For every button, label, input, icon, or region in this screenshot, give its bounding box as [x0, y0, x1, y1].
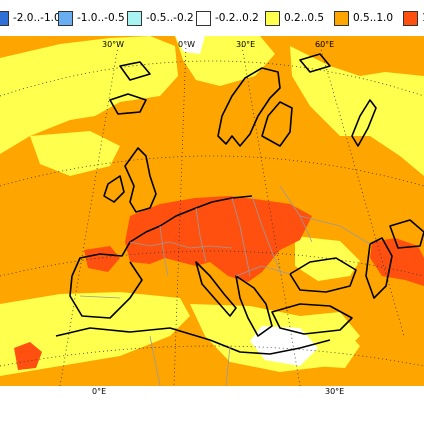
legend-label: -1.0..-0.5: [77, 12, 125, 24]
longitude-label-30e-bottom: 30°E: [325, 387, 345, 396]
longitude-label-60e: 60°E: [315, 40, 335, 49]
legend-swatch: [196, 11, 211, 26]
legend-swatch: [127, 11, 142, 26]
legend: -2.0..-1.0 -1.0..-0.5 -0.5..-0.2 -0.2..0…: [0, 0, 424, 36]
legend-label: -0.5..-0.2: [146, 12, 194, 24]
country-borders: [79, 185, 371, 386]
legend-label: -2.0..-1.0: [13, 12, 61, 24]
legend-label: 1: [422, 11, 424, 26]
coastlines: [55, 53, 424, 355]
legend-label: 0.2..0.5: [284, 12, 325, 24]
legend-label: -0.2..0.2: [215, 12, 259, 24]
anomaly-map: [0, 36, 424, 386]
longitude-label-30w: 30°W: [102, 40, 125, 49]
legend-swatch: [58, 11, 73, 26]
legend-swatch: [403, 11, 418, 26]
longitude-label-0e: 0°E: [92, 387, 107, 396]
legend-swatch: [265, 11, 280, 26]
legend-label: 0.5..1.0: [353, 12, 394, 24]
legend-swatch: [334, 11, 349, 26]
legend-swatch: [0, 11, 9, 26]
hot-anomaly-areas: [14, 196, 424, 370]
longitude-label-0w: 0°W: [178, 40, 195, 49]
neutral-anomaly-areas: [175, 36, 318, 366]
graticule: [0, 43, 424, 386]
light-anomaly-areas: [0, 36, 424, 376]
longitude-label-30e: 30°E: [236, 40, 256, 49]
